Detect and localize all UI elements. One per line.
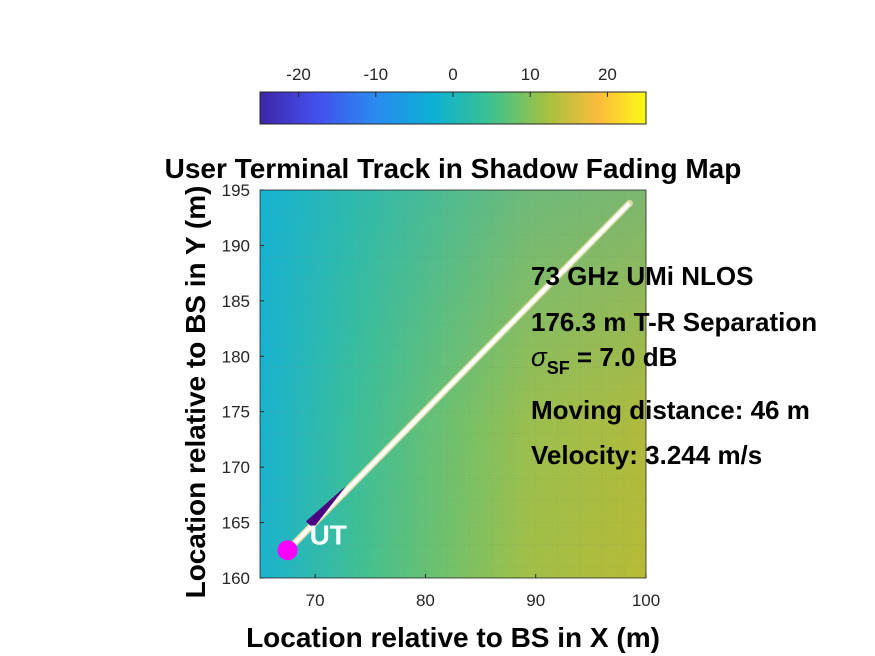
annotation-velocity: Velocity: 3.244 m/s (531, 440, 762, 470)
x-tick-label: 80 (416, 591, 435, 610)
sigma-value: = 7.0 dB (570, 342, 678, 372)
ut-label: UT (310, 519, 347, 550)
x-tick-label: 70 (306, 591, 325, 610)
y-tick-label: 170 (222, 458, 250, 477)
annotation-block: 73 GHz UMi NLOS 176.3 m T-R Separation σ… (531, 261, 817, 470)
direction-arrow-icon (305, 485, 347, 529)
y-tick-label: 160 (222, 569, 250, 588)
chart-title: User Terminal Track in Shadow Fading Map (165, 153, 742, 184)
ut-marker (277, 540, 298, 561)
sigma-subscript: SF (547, 358, 570, 378)
plot-area: UT 70 80 90 100 160 165 170 175 180 185 190 195 (222, 181, 661, 610)
y-axis-ticks: 160 165 170 175 180 185 190 195 (222, 181, 264, 588)
colorbar-ticks: -20 -10 0 10 20 (286, 65, 617, 97)
y-axis-label: Location relative to BS in Y (m) (180, 186, 211, 599)
colorbar-tick-label: 0 (448, 65, 457, 84)
axes-box (259, 189, 647, 579)
y-tick-label: 195 (222, 181, 250, 200)
annotation-separation: 176.3 m T-R Separation (531, 307, 817, 337)
colorbar-tick-label: 10 (521, 65, 540, 84)
annotation-sigma: σSF = 7.0 dB (531, 342, 677, 378)
y-tick-label: 165 (222, 514, 250, 533)
y-tick-label: 175 (222, 403, 250, 422)
ut-track (286, 201, 631, 552)
x-axis-ticks: 70 80 90 100 (306, 574, 660, 610)
x-tick-label: 100 (632, 591, 660, 610)
colorbar-tick-label: -20 (286, 65, 311, 84)
colorbar-tick-label: -10 (364, 65, 389, 84)
colorbar-tick-label: 20 (598, 65, 617, 84)
sigma-symbol: σ (531, 342, 548, 372)
x-tick-label: 90 (526, 591, 545, 610)
grid-lines (260, 190, 646, 578)
annotation-distance: Moving distance: 46 m (531, 395, 810, 425)
y-tick-label: 190 (222, 236, 250, 255)
colorbar-gradient (259, 91, 647, 125)
y-tick-label: 185 (222, 292, 250, 311)
colorbar: -20 -10 0 10 20 (259, 65, 647, 125)
x-axis-label: Location relative to BS in X (m) (246, 622, 660, 653)
annotation-frequency: 73 GHz UMi NLOS (531, 261, 753, 291)
y-tick-label: 180 (222, 347, 250, 366)
